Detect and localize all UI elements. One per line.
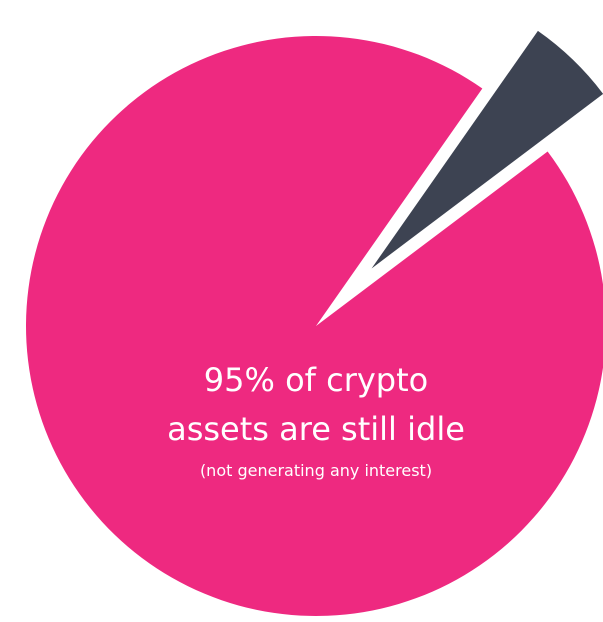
caption-line-1: 95% of crypto xyxy=(204,361,428,399)
pie-slices xyxy=(26,30,603,616)
pie-slice-other xyxy=(371,30,603,269)
caption-subtitle: (not generating any interest) xyxy=(200,461,432,480)
pie-slice-idle xyxy=(26,36,603,616)
caption-line-2: assets are still idle xyxy=(167,410,465,448)
pie-caption: 95% of crypto assets are still idle (not… xyxy=(167,361,465,480)
